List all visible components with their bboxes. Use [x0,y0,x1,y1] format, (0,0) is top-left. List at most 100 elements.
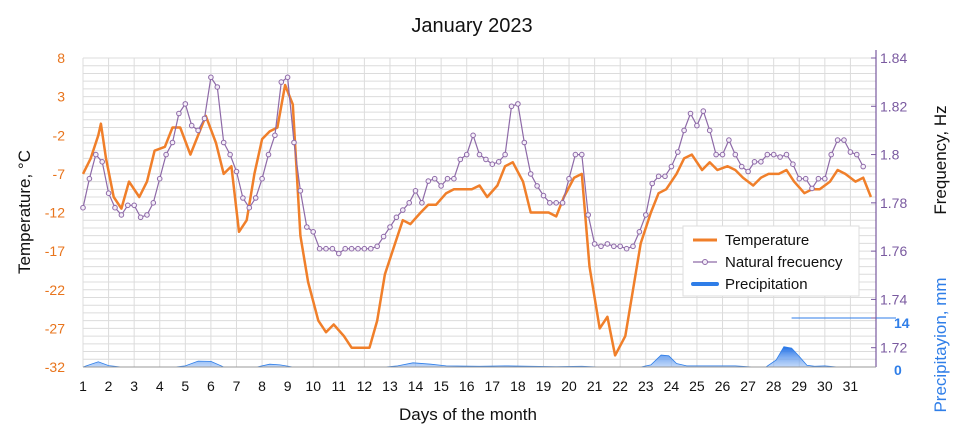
x-tick-label: 7 [233,378,241,394]
chart-title: January 2023 [411,15,532,37]
frequency-marker [521,139,528,146]
x-tick-label: 25 [689,378,705,394]
frequency-marker [380,233,387,240]
frequency-marker [470,132,476,139]
frequency-marker [214,84,221,90]
frequency-marker [86,175,93,182]
frequency-marker [188,122,195,129]
legend-swatch-frequency-marker [702,259,708,265]
frequency-marker [726,137,732,143]
x-tick-label: 18 [510,378,526,394]
frequency-marker [860,163,867,170]
legend-label: Temperature [725,232,809,249]
temperature-tick-label: -17 [45,243,65,259]
frequency-marker [419,200,425,206]
frequency-marker [662,173,668,180]
frequency-marker [112,204,118,211]
x-tick-label: 11 [332,378,347,394]
frequency-marker [374,243,381,250]
frequency-marker [802,175,809,182]
frequency-marker [278,79,285,85]
temperature-tick-label: 3 [57,89,65,105]
frequency-marker [323,245,329,252]
frequency-marker [227,151,233,158]
x-tick-label: 16 [459,378,475,394]
frequency-marker [80,204,86,211]
frequency-marker [777,154,783,160]
frequency-marker [125,202,131,209]
x-tick-label: 27 [740,378,756,394]
x-tick-label: 31 [843,378,859,394]
frequency-marker [297,188,304,194]
frequency-marker [425,178,432,184]
x-tick-label: 4 [156,378,164,394]
frequency-marker [252,195,259,201]
frequency-marker [131,202,137,209]
frequency-marker [272,132,278,139]
frequency-marker [169,139,176,146]
frequency-marker [738,163,745,170]
frequency-marker [598,243,604,250]
x-tick-label: 23 [638,378,654,394]
x-tick-label: 17 [485,378,501,394]
frequency-marker [240,195,246,201]
frequency-marker [655,173,662,180]
frequency-marker [611,243,617,250]
x-tick-label: 26 [715,378,731,394]
temperature-tick-label: -22 [45,282,65,298]
frequency-marker [796,175,803,182]
frequency-marker [348,245,355,252]
frequency-marker [700,108,707,114]
frequency-marker [476,151,483,158]
frequency-marker [201,115,208,122]
frequency-marker [694,122,700,129]
frequency-marker [547,200,553,206]
frequency-marker [265,151,272,158]
temperature-tick-label: -32 [45,359,65,375]
x-tick-label: 8 [258,378,266,394]
frequency-marker [483,156,489,163]
legend-label: Precipitation [725,276,808,293]
temperature-tick-label: -12 [45,205,65,221]
x-tick-label: 2 [105,378,113,394]
frequency-marker [412,188,419,194]
x-tick-label: 5 [181,378,189,394]
frequency-marker [118,212,125,218]
frequency-marker [342,245,349,252]
frequency-marker [176,110,182,117]
frequency-marker [553,200,560,206]
grid [82,57,877,368]
precipitation-tick-label: 14 [894,315,910,331]
frequency-marker [675,149,681,155]
frequency-marker [834,137,841,143]
frequency-marker [649,180,656,187]
frequency-marker [233,168,240,175]
frequency-marker [668,163,675,170]
frequency-marker [291,139,297,146]
temperature-tick-label: -7 [53,166,66,182]
frequency-marker [438,183,444,189]
x-tick-label: 1 [79,378,87,394]
frequency-marker [783,151,790,158]
frequency-marker [527,171,534,177]
frequency-marker [304,224,310,230]
frequency-marker [387,224,393,230]
x-tick-label: 21 [587,378,603,394]
frequency-marker [444,175,451,182]
frequency-marker [508,103,515,110]
frequency-marker [284,74,291,81]
frequency-marker [195,127,201,134]
frequency-marker [828,151,835,158]
legend-label: Natural frecuency [725,254,843,271]
x-tick-label: 22 [612,378,628,394]
frequency-tick-label: 1.78 [880,195,907,211]
frequency-marker [770,151,777,158]
frequency-marker [822,175,828,182]
frequency-marker [790,161,796,167]
frequency-marker [579,151,585,158]
frequency-marker [220,139,227,146]
frequency-marker [745,168,751,175]
temperature-tick-label: -27 [45,320,65,336]
frequency-series [80,74,867,257]
